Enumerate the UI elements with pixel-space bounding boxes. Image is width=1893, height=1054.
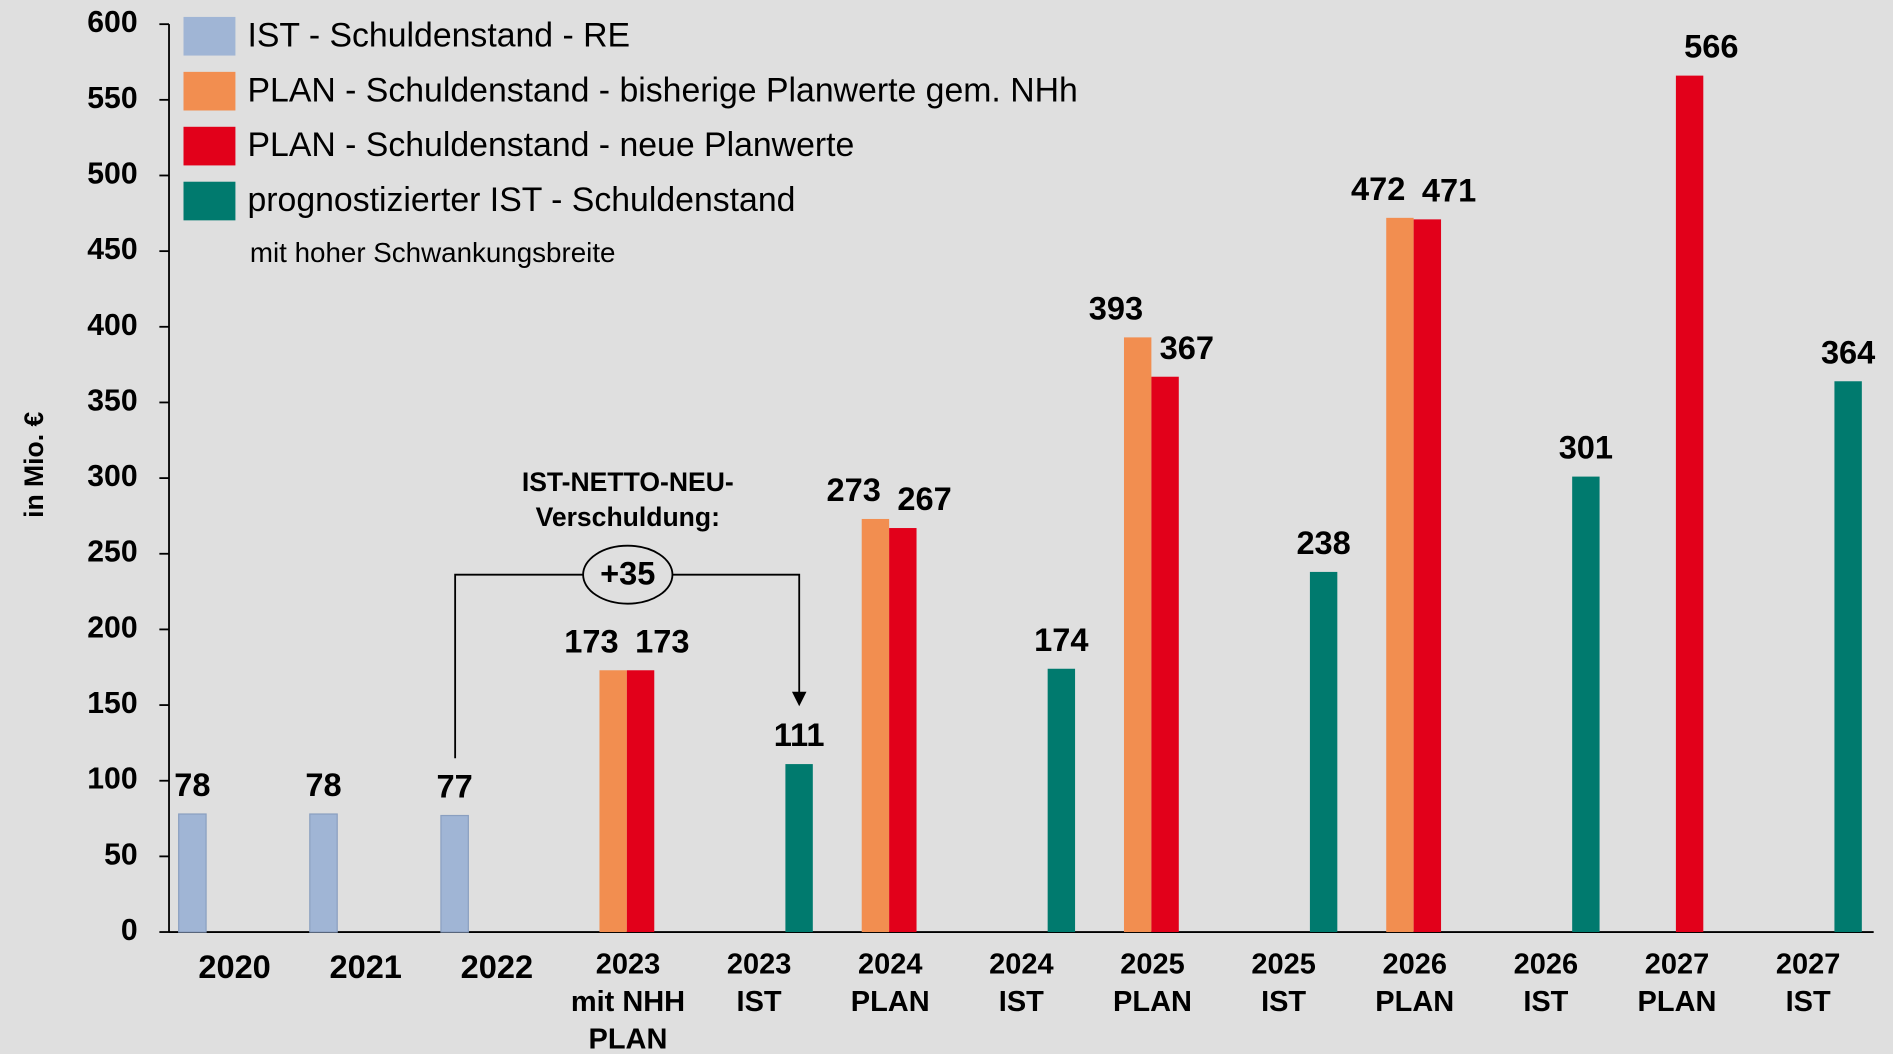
bar — [626, 670, 655, 933]
legend-label: PLAN - Schuldenstand - bisherige Planwer… — [247, 71, 1077, 109]
y-tick-label: 500 — [87, 157, 137, 190]
legend-swatch — [183, 71, 236, 111]
y-tick-label: 50 — [104, 838, 138, 871]
y-tick-label: 100 — [87, 763, 137, 796]
bar — [889, 528, 917, 933]
data-label: 471 — [1422, 171, 1476, 208]
data-label: 111 — [774, 716, 825, 753]
x-tick-label: 2026 — [1383, 948, 1447, 980]
y-tick-label: 300 — [87, 460, 137, 493]
annotation-ellipse — [582, 544, 674, 605]
x-tick-label: 2026 — [1514, 948, 1578, 980]
x-tick-label: IST — [1261, 986, 1306, 1018]
annotation-text: IST-NETTO-NEU- — [522, 467, 734, 497]
y-tick-label: 550 — [87, 82, 137, 115]
data-label: 364 — [1821, 333, 1875, 370]
x-tick-label: IST — [1786, 986, 1831, 1018]
y-tick-label: 600 — [87, 6, 137, 39]
bar — [1123, 337, 1152, 933]
legend-swatch — [183, 16, 236, 56]
data-label: 173 — [635, 622, 689, 659]
x-tick-label: PLAN — [589, 1023, 668, 1054]
data-label: 273 — [827, 471, 881, 508]
bar — [785, 764, 813, 933]
y-tick-label: 400 — [87, 309, 137, 342]
bar — [1047, 668, 1076, 933]
x-tick-label: 2023 — [727, 948, 791, 980]
data-label: 566 — [1684, 28, 1738, 65]
bar — [440, 814, 469, 933]
x-tick-label: mit NHH — [571, 986, 685, 1018]
x-tick-label: 2022 — [461, 948, 533, 985]
y-tick-label: 350 — [87, 384, 137, 417]
data-label: 78 — [305, 766, 341, 803]
x-tick-label: PLAN — [851, 986, 930, 1018]
bar — [1834, 381, 1862, 933]
bar — [1675, 75, 1704, 933]
bar — [599, 670, 627, 933]
bar — [861, 518, 890, 933]
x-tick-label: 2023 — [596, 948, 660, 980]
legend-label: prognostizierter IST - Schuldenstand — [247, 181, 795, 219]
legend-swatch — [183, 181, 236, 221]
data-label: 238 — [1296, 524, 1350, 561]
bar — [1309, 571, 1338, 933]
legend-swatch — [183, 126, 236, 166]
bar — [178, 813, 207, 933]
x-tick-label: PLAN — [1113, 986, 1192, 1018]
data-label: 173 — [564, 622, 618, 659]
x-tick-label: 2025 — [1251, 948, 1315, 980]
bar — [1151, 376, 1179, 933]
x-tick-label: 2027 — [1776, 948, 1840, 980]
annotation-arrow — [791, 691, 807, 707]
data-label: 174 — [1034, 621, 1088, 658]
x-tick-label: 2027 — [1645, 948, 1709, 980]
bar — [309, 813, 338, 933]
data-label: 301 — [1559, 429, 1613, 466]
annotation-value: +35 — [600, 555, 655, 592]
data-label: 472 — [1351, 170, 1405, 207]
data-label: 367 — [1160, 329, 1214, 366]
legend-label: PLAN - Schuldenstand - neue Planwerte — [247, 126, 854, 164]
legend-note: mit hoher Schwankungsbreite — [250, 237, 616, 268]
x-tick-label: 2024 — [989, 948, 1053, 980]
annotation-text: Verschuldung: — [536, 502, 720, 532]
x-tick-label: 2021 — [329, 948, 401, 985]
x-tick-label: 2025 — [1120, 948, 1184, 980]
bar — [1413, 219, 1442, 933]
y-tick-label: 0 — [121, 914, 138, 947]
x-tick-label: IST — [737, 986, 782, 1018]
bar — [1386, 217, 1414, 933]
x-tick-label: IST — [1523, 986, 1568, 1018]
legend-label: IST - Schuldenstand - RE — [247, 16, 630, 54]
data-label: 78 — [174, 766, 210, 803]
x-tick-label: 2020 — [198, 948, 270, 985]
x-tick-label: 2024 — [858, 948, 922, 980]
y-tick-label: 250 — [87, 536, 137, 569]
y-axis-label: in Mio. € — [19, 412, 49, 518]
y-tick-label: 450 — [87, 233, 137, 266]
data-label: 393 — [1089, 289, 1143, 326]
x-tick-label: IST — [999, 986, 1044, 1018]
y-tick-label: 150 — [87, 687, 137, 720]
x-tick-label: PLAN — [1375, 986, 1454, 1018]
data-label: 77 — [437, 768, 473, 805]
y-tick-label: 200 — [87, 611, 137, 644]
bar — [1572, 476, 1600, 933]
data-label: 267 — [897, 480, 951, 517]
x-tick-label: PLAN — [1638, 986, 1717, 1018]
